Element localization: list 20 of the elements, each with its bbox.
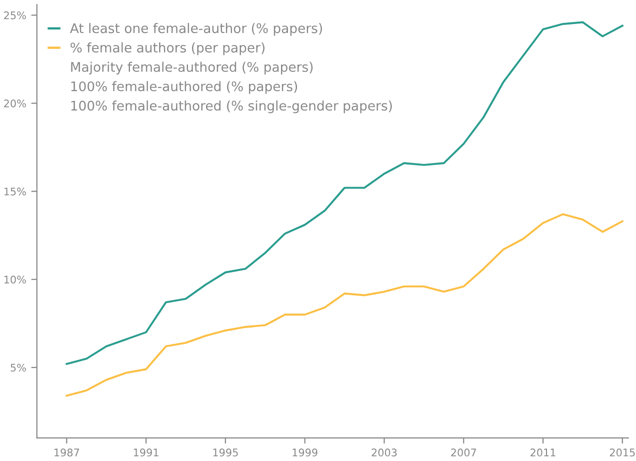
y-tick-label: 10% — [4, 276, 26, 284]
x-tick-label: 2015 — [610, 448, 635, 456]
text: 100% female-authored (% papers) — [71, 81, 298, 94]
x-tick-label: 2007 — [451, 448, 476, 456]
text: 100% female-authored (% single-gender papers) — [71, 100, 392, 114]
y-tick-label: 20% — [4, 99, 26, 108]
y-tick-label: 25% — [4, 11, 26, 20]
legend-label: % female authors (per paper) — [70, 42, 264, 56]
line-series — [66, 213, 624, 397]
x-tick-label: 1991 — [134, 448, 158, 456]
text: Majority female-authored (% papers) — [71, 62, 313, 74]
y-tick-label: 15% — [4, 188, 26, 196]
y-tick-label: 5% — [10, 364, 26, 372]
x-tick-label: 1987 — [54, 448, 80, 456]
legend-label: At least one female-author (% papers) — [70, 22, 322, 36]
line-series — [66, 21, 624, 365]
x-tick-label: 1999 — [292, 448, 318, 456]
x-tick-label: 2003 — [372, 448, 397, 456]
x-tick-label: 2011 — [530, 448, 556, 456]
x-tick-label: 1995 — [213, 448, 238, 456]
